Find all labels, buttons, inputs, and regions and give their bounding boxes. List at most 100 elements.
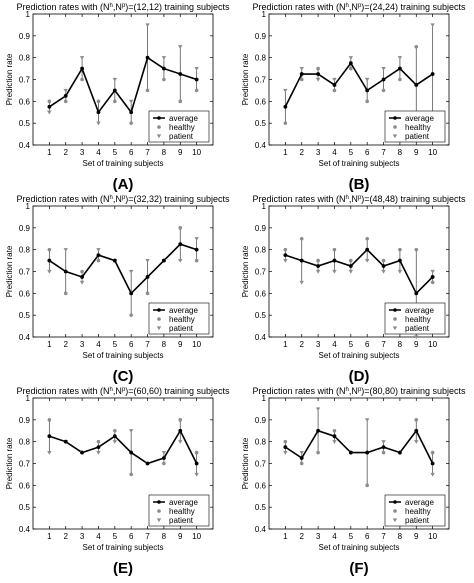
average-point <box>96 445 101 450</box>
average-point <box>414 428 419 433</box>
average-point <box>430 461 435 466</box>
x-tick-label: 1 <box>283 532 288 541</box>
legend-healthy-label: healthy <box>169 315 195 324</box>
x-tick-label: 4 <box>332 148 337 157</box>
x-tick-label: 8 <box>162 148 167 157</box>
patient-point <box>299 66 304 71</box>
x-tick-label: 4 <box>96 340 101 349</box>
healthy-point <box>283 247 288 252</box>
average-point <box>414 291 419 296</box>
y-tick-label: 0.7 <box>255 76 267 85</box>
x-tick-label: 10 <box>428 532 437 541</box>
x-tick-label: 7 <box>381 148 386 157</box>
x-tick-label: 9 <box>414 532 419 541</box>
x-axis-label: Set of training subjects <box>83 159 164 168</box>
legend-patient-marker <box>156 518 162 523</box>
chart-title-d: Prediction rates with (Nh,Np)=(48,48) tr… <box>252 194 466 204</box>
average-point <box>112 258 117 263</box>
average-point <box>96 253 101 258</box>
legend-healthy-marker <box>157 125 161 129</box>
y-tick-label: 1 <box>262 202 267 211</box>
x-tick-label: 5 <box>113 148 118 157</box>
legend-patient-label: patient <box>405 516 430 525</box>
healthy-point <box>129 121 133 125</box>
healthy-point <box>414 418 419 422</box>
legend-patient-label: patient <box>169 516 194 525</box>
y-tick-label: 0.6 <box>19 97 31 106</box>
panel-d: Prediction rates with (Nh,Np)=(48,48) tr… <box>241 194 466 385</box>
healthy-point <box>63 99 68 104</box>
x-tick-label: 4 <box>96 148 101 157</box>
healthy-point <box>162 77 166 82</box>
y-tick-label: 0.8 <box>19 438 31 447</box>
healthy-point <box>365 483 369 488</box>
legend-healthy-label: healthy <box>169 123 195 132</box>
y-axis-label: Prediction rate <box>5 437 14 489</box>
average-point <box>80 275 84 279</box>
x-tick-label: 7 <box>145 340 150 349</box>
patient-point <box>315 269 321 274</box>
patient-point <box>299 280 304 285</box>
average-point <box>381 77 386 82</box>
average-point <box>194 77 199 82</box>
patient-point <box>178 45 183 49</box>
average-point <box>283 445 288 450</box>
average-point <box>348 264 353 268</box>
average-point <box>47 434 52 439</box>
x-tick-label: 1 <box>283 148 288 157</box>
legend-patient-marker <box>392 518 398 523</box>
patient-point <box>194 66 199 71</box>
x-tick-label: 6 <box>129 532 134 541</box>
healthy-point <box>316 258 320 263</box>
x-tick-label: 8 <box>162 532 167 541</box>
average-point <box>194 247 199 252</box>
healthy-point <box>145 291 150 296</box>
patient-point <box>381 269 386 274</box>
healthy-point <box>129 313 133 317</box>
patient-point <box>79 280 85 285</box>
x-tick-label: 8 <box>398 532 403 541</box>
x-tick-label: 3 <box>80 340 85 349</box>
x-tick-label: 4 <box>332 532 337 541</box>
legend-average-label: average <box>169 114 198 123</box>
patient-point <box>397 269 403 274</box>
x-tick-label: 3 <box>316 340 321 349</box>
x-tick-label: 9 <box>414 148 419 157</box>
chart-title-a: Prediction rates with (Nh,Np)=(12,12) tr… <box>16 2 230 12</box>
x-tick-label: 10 <box>428 340 437 349</box>
panel-caption-a: (A) <box>113 176 134 193</box>
x-tick-label: 9 <box>178 532 183 541</box>
average-point <box>145 275 150 279</box>
legend-average-label: average <box>169 306 198 315</box>
patient-point <box>381 66 386 71</box>
healthy-point <box>349 66 353 71</box>
average-point <box>145 55 150 60</box>
y-tick-label: 0.8 <box>19 246 31 255</box>
patient-point <box>364 77 370 82</box>
y-tick-label: 0.5 <box>19 119 31 128</box>
y-tick-label: 0.8 <box>19 54 31 63</box>
average-point <box>194 461 199 466</box>
healthy-point <box>316 450 320 455</box>
y-axis-label: Prediction rate <box>5 245 14 297</box>
healthy-point <box>178 418 183 422</box>
patient-point <box>79 56 85 60</box>
legend-patient-label: patient <box>169 132 194 141</box>
y-tick-label: 0.7 <box>19 76 31 85</box>
patient-point <box>161 56 167 60</box>
healthy-point <box>47 247 52 252</box>
patient-point <box>47 450 52 455</box>
average-point <box>316 428 320 433</box>
healthy-point <box>113 99 117 104</box>
legend-patient-marker <box>156 326 162 331</box>
healthy-point <box>299 236 304 241</box>
patient-point <box>96 248 101 252</box>
average-point <box>80 66 84 71</box>
patient-point <box>96 450 101 455</box>
healthy-point <box>414 247 419 252</box>
x-tick-label: 6 <box>365 340 370 349</box>
x-axis-label: Set of training subjects <box>319 543 400 552</box>
legend-healthy-label: healthy <box>169 507 195 516</box>
